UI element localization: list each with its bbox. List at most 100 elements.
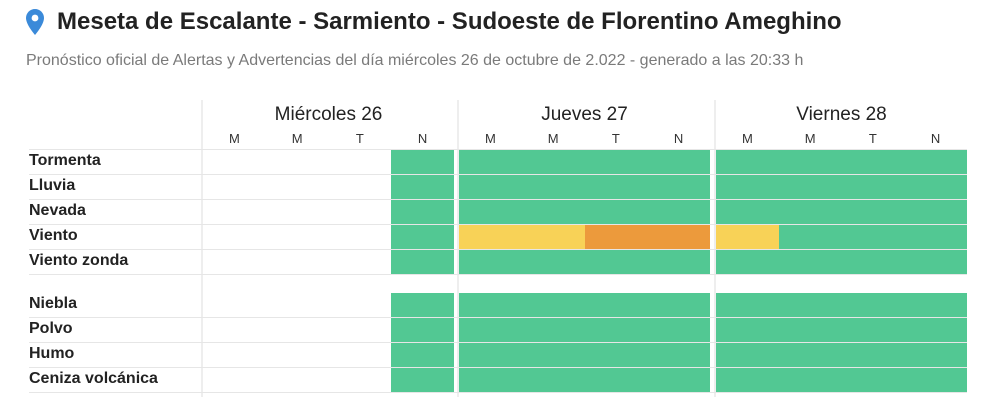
day-header: Jueves 27 (541, 104, 628, 125)
day-separator (457, 100, 459, 397)
hazard-label: Viento zonda (29, 252, 129, 269)
alert-cell-green (904, 150, 967, 174)
alert-cell-green (521, 368, 585, 392)
hazard-label: Polvo (29, 320, 73, 337)
alert-cell-green (521, 318, 585, 342)
alert-cell-green (778, 150, 842, 174)
alert-cell-green (778, 368, 842, 392)
hazard-label: Ceniza volcánica (29, 370, 158, 387)
alert-cell-green (841, 368, 905, 392)
hazard-label: Niebla (29, 295, 78, 312)
alert-cell-green (716, 150, 779, 174)
period-label: M (741, 131, 753, 146)
alert-cell-green (647, 368, 710, 392)
alert-cell-green (391, 318, 454, 342)
page-header: Meseta de Escalante - Sarmiento - Sudoes… (26, 8, 842, 36)
alert-cell-green (716, 200, 779, 224)
alert-cell-yellow (716, 225, 779, 249)
alert-cell-green (584, 150, 648, 174)
alert-cell-green (716, 293, 779, 317)
alert-cell-green (904, 250, 967, 274)
alert-cell-green (521, 293, 585, 317)
alert-cell-green (521, 175, 585, 199)
period-label: T (611, 131, 620, 146)
location-pin-icon (26, 9, 44, 35)
period-label: M (291, 131, 303, 146)
alert-cell-green (716, 318, 779, 342)
alert-cell-orange (647, 225, 710, 249)
period-label: N (673, 131, 684, 146)
row-divider (29, 249, 967, 250)
day-header: Miércoles 26 (274, 104, 383, 125)
alert-cell-green (521, 250, 585, 274)
alert-cell-green (459, 343, 522, 367)
period-label: M (484, 131, 496, 146)
alert-cell-green (459, 318, 522, 342)
row-divider (29, 317, 967, 318)
alert-cell-green (391, 343, 454, 367)
period-label: N (417, 131, 428, 146)
alert-cell-green (391, 250, 454, 274)
alert-cell-green (778, 225, 842, 249)
row-divider (29, 367, 967, 368)
period-label: M (804, 131, 816, 146)
alert-cell-green (584, 250, 648, 274)
alert-cell-green (459, 368, 522, 392)
alert-cell-green (904, 225, 967, 249)
row-divider (29, 392, 967, 393)
alert-cell-green (584, 200, 648, 224)
alert-cell-green (778, 200, 842, 224)
alert-cell-green (459, 200, 522, 224)
alert-cell-green (904, 200, 967, 224)
alert-cell-green (647, 343, 710, 367)
alert-cell-green (904, 368, 967, 392)
alert-cell-green (459, 250, 522, 274)
alert-cell-green (521, 200, 585, 224)
day-separator (714, 100, 716, 397)
hazard-label: Nevada (29, 202, 86, 219)
alert-cell-green (841, 293, 905, 317)
hazard-label: Viento (29, 227, 78, 244)
alert-cell-green (391, 150, 454, 174)
period-label: T (355, 131, 364, 146)
alert-cell-green (841, 225, 905, 249)
alert-cell-green (778, 250, 842, 274)
day-header: Viernes 28 (796, 104, 887, 125)
alert-cell-green (521, 150, 585, 174)
alert-cell-green (778, 175, 842, 199)
alert-cell-green (841, 343, 905, 367)
hazard-label: Tormenta (29, 152, 101, 169)
alert-cell-green (584, 293, 648, 317)
alert-cell-green (391, 175, 454, 199)
alert-cell-green (647, 318, 710, 342)
period-label: T (868, 131, 877, 146)
alert-cell-green (778, 293, 842, 317)
period-label: M (228, 131, 240, 146)
page-title: Meseta de Escalante - Sarmiento - Sudoes… (57, 8, 842, 35)
alert-cell-green (841, 175, 905, 199)
period-label: M (547, 131, 559, 146)
alert-cell-green (904, 343, 967, 367)
hazard-label: Humo (29, 345, 75, 362)
row-divider (29, 274, 967, 275)
alert-cell-green (584, 343, 648, 367)
alert-cell-green (778, 343, 842, 367)
alert-cell-green (647, 200, 710, 224)
alert-cell-green (459, 175, 522, 199)
alert-cell-green (904, 293, 967, 317)
alert-cell-green (584, 318, 648, 342)
alert-cell-green (459, 150, 522, 174)
alert-cell-green (391, 225, 454, 249)
alert-cell-green (716, 368, 779, 392)
alert-cell-green (716, 343, 779, 367)
hazard-label: Lluvia (29, 177, 76, 194)
page-subtitle: Pronóstico oficial de Alertas y Adverten… (26, 52, 804, 69)
alert-cell-orange (584, 225, 648, 249)
alert-cell-green (391, 200, 454, 224)
alert-cell-green (647, 293, 710, 317)
row-divider (29, 174, 967, 175)
alert-cell-green (841, 318, 905, 342)
alert-cell-green (584, 175, 648, 199)
alert-cell-green (391, 293, 454, 317)
day-separator (201, 100, 203, 397)
